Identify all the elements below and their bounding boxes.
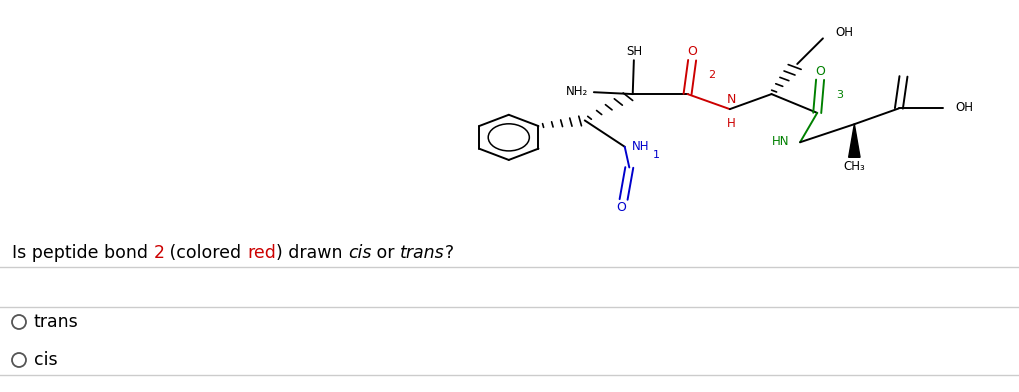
Polygon shape bbox=[848, 124, 859, 157]
Text: NH: NH bbox=[631, 140, 648, 152]
Text: N: N bbox=[726, 93, 735, 106]
Text: OH: OH bbox=[835, 26, 853, 39]
Text: trans: trans bbox=[400, 244, 444, 262]
Text: cis: cis bbox=[347, 244, 371, 262]
Text: 3: 3 bbox=[836, 90, 843, 100]
Text: or: or bbox=[371, 244, 400, 262]
Text: red: red bbox=[247, 244, 276, 262]
Text: trans: trans bbox=[34, 313, 78, 331]
Text: 2: 2 bbox=[153, 244, 164, 262]
Text: SH: SH bbox=[626, 45, 641, 58]
Text: (colored: (colored bbox=[164, 244, 247, 262]
Text: HN: HN bbox=[771, 135, 789, 148]
Text: NH₂: NH₂ bbox=[566, 85, 588, 98]
Text: CH₃: CH₃ bbox=[843, 160, 864, 173]
Text: H: H bbox=[726, 117, 735, 130]
Text: O: O bbox=[814, 65, 824, 78]
Text: O: O bbox=[615, 201, 625, 214]
Text: Is peptide bond: Is peptide bond bbox=[12, 244, 153, 262]
Text: cis: cis bbox=[34, 351, 57, 369]
Text: ?: ? bbox=[444, 244, 453, 262]
Text: ) drawn: ) drawn bbox=[276, 244, 347, 262]
Text: 2: 2 bbox=[707, 69, 714, 80]
Text: 1: 1 bbox=[652, 150, 659, 160]
Text: OH: OH bbox=[955, 101, 972, 114]
Text: O: O bbox=[687, 45, 696, 58]
